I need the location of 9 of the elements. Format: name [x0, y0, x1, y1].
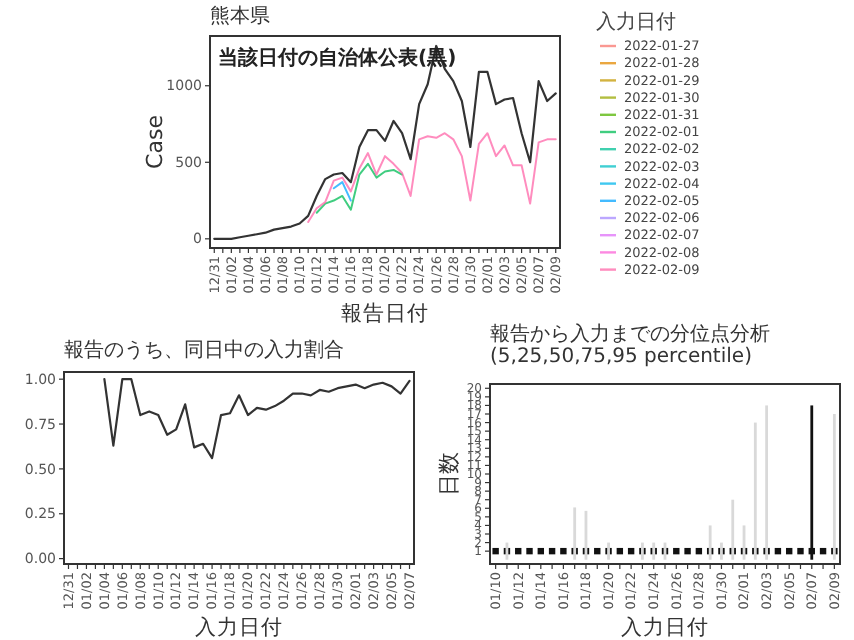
- x-axis-title: 入力日付: [621, 614, 709, 640]
- y-axis-title: Case: [142, 114, 168, 169]
- legend-title: 入力日付: [596, 10, 676, 34]
- x-axis-title: 入力日付: [195, 614, 283, 640]
- x-axis-title: 報告日付: [341, 300, 429, 326]
- chart-title: 熊本県: [210, 4, 270, 28]
- chart-title: 報告から入力までの分位点分析(5,25,50,75,95 percentile): [490, 322, 770, 368]
- y-axis-title: 日数: [436, 452, 462, 496]
- chart-title: 報告のうち、同日中の入力割合: [64, 338, 344, 362]
